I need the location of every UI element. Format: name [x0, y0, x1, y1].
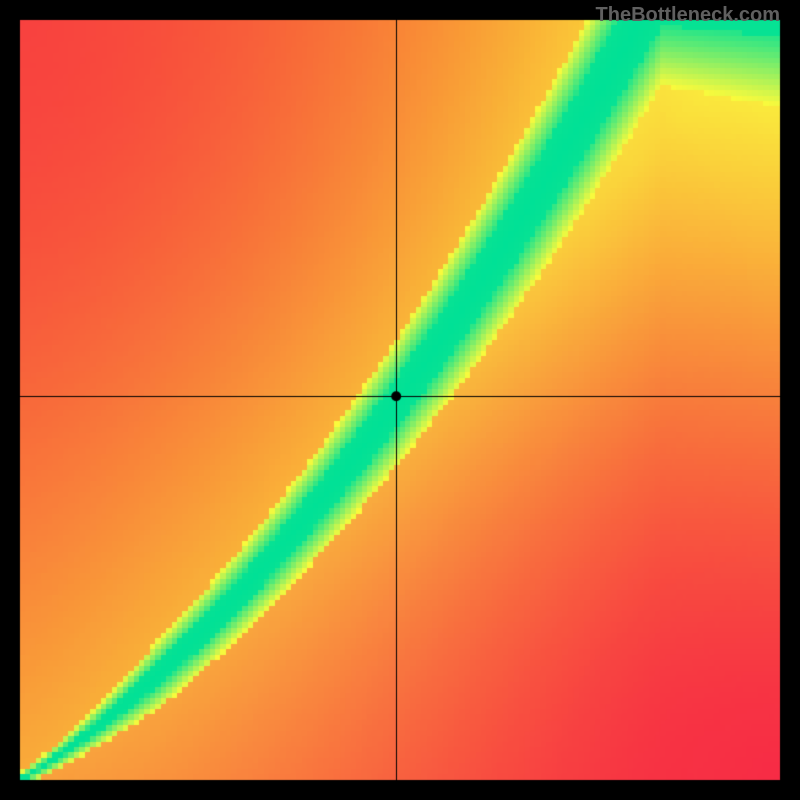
- bottleneck-heatmap: [0, 0, 800, 800]
- chart-container: TheBottleneck.com: [0, 0, 800, 800]
- attribution-text: TheBottleneck.com: [596, 4, 780, 27]
